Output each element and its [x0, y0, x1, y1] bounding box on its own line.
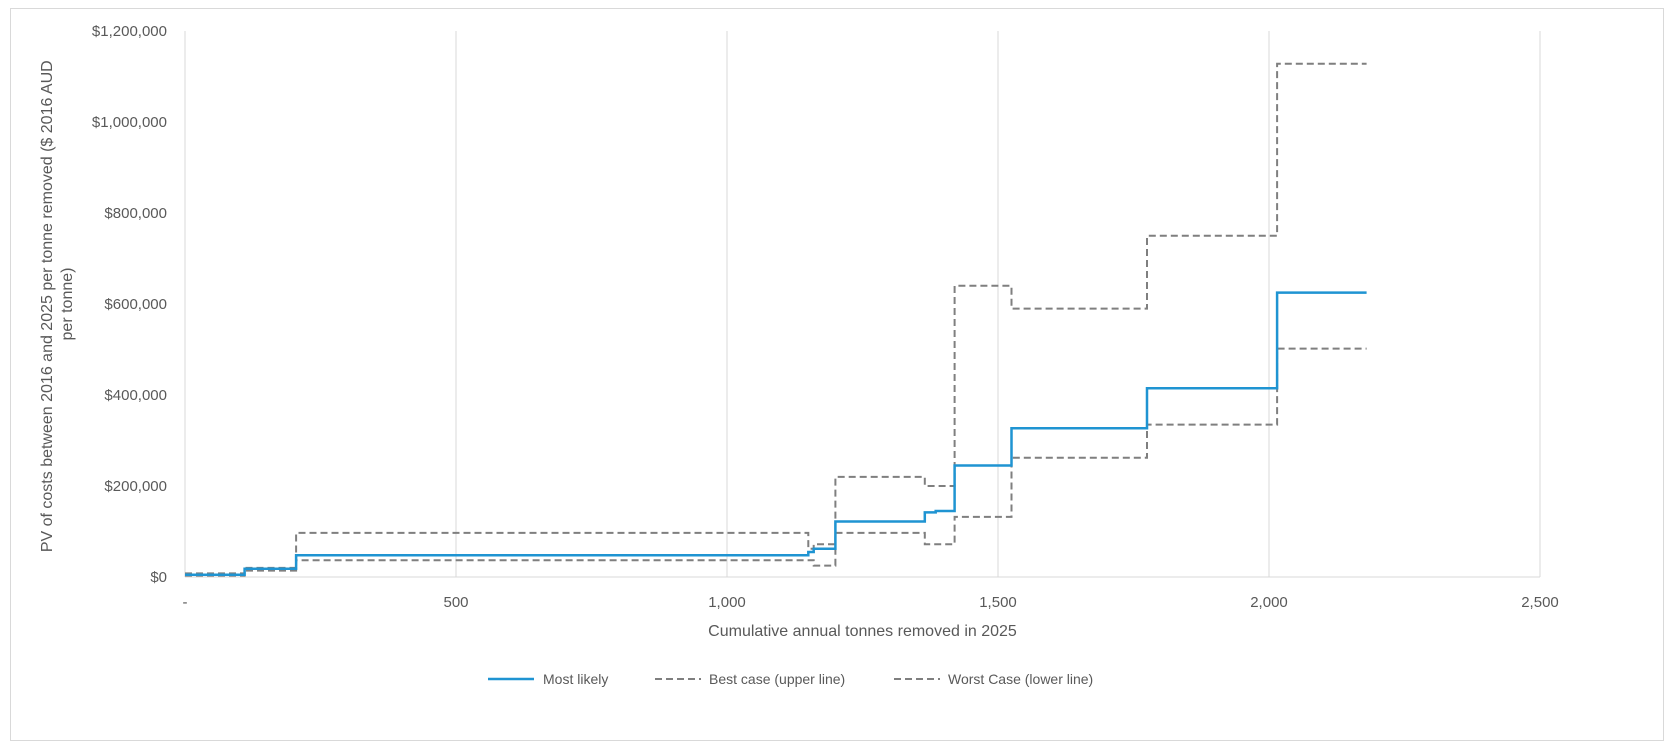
y-tick-label: $600,000	[104, 296, 167, 313]
x-axis-title: Cumulative annual tonnes removed in 2025	[708, 623, 1017, 640]
y-axis-title-line-2: per tonne)	[59, 268, 76, 341]
legend-label-0: Most likely	[543, 671, 608, 687]
series-line-1	[185, 62, 1367, 575]
chart-frame	[10, 8, 1664, 741]
x-tick-label: -	[183, 594, 188, 611]
series-line-0	[185, 291, 1367, 576]
legend-label-2: Worst Case (lower line)	[948, 671, 1093, 687]
series-line-2	[185, 347, 1367, 577]
y-tick-label: $800,000	[104, 205, 167, 222]
x-tick-label: 1,500	[979, 594, 1017, 611]
y-axis-title: PV of costs between 2016 and 2025 per to…	[39, 56, 76, 552]
series-lines	[185, 62, 1367, 577]
y-axis-tick-labels: $0 $200,000 $400,000 $600,000 $800,000 $1,000…	[92, 23, 167, 586]
y-tick-label: $0	[150, 569, 167, 586]
gridlines	[184, 31, 1541, 577]
legend-label-1: Best case (upper line)	[709, 671, 845, 687]
y-tick-label: $1,000,000	[92, 114, 167, 131]
x-tick-label: 2,500	[1521, 594, 1559, 611]
y-tick-label: $1,200,000	[92, 23, 167, 40]
y-tick-label: $200,000	[104, 478, 167, 495]
x-tick-label: 500	[443, 594, 468, 611]
y-axis-title-line-1: PV of costs between 2016 and 2025 per to…	[39, 60, 56, 552]
legend: Most likely Best case (upper line) Worst C…	[488, 671, 1093, 687]
y-tick-label: $400,000	[104, 387, 167, 404]
x-axis-tick-labels: - 500 1,000 1,500 2,000 2,500	[183, 594, 1559, 611]
x-tick-label: 2,000	[1250, 594, 1288, 611]
x-tick-label: 1,000	[708, 594, 746, 611]
